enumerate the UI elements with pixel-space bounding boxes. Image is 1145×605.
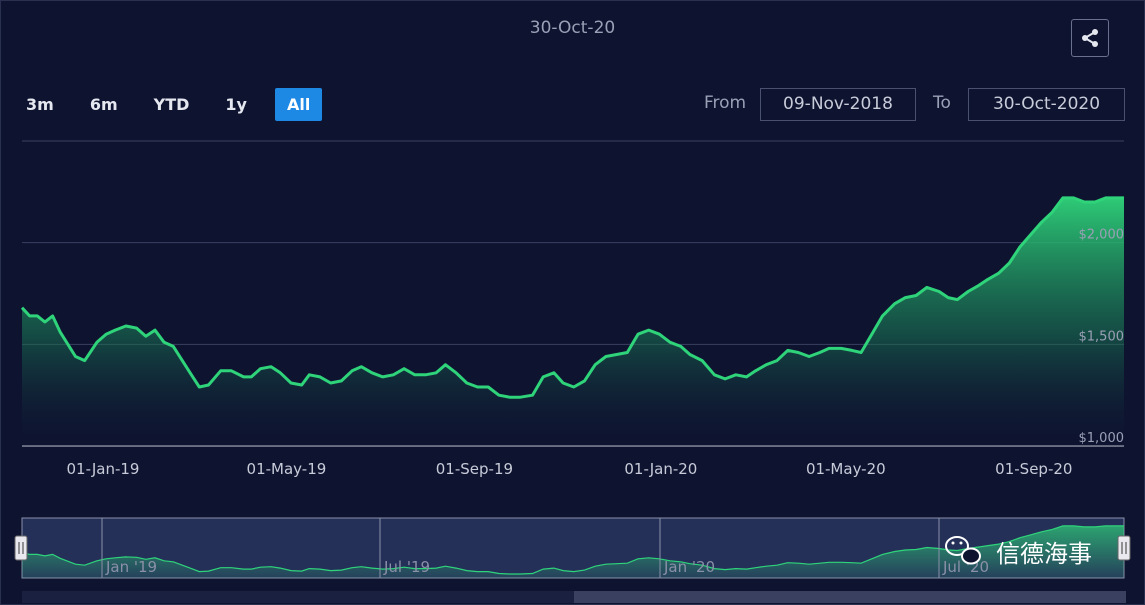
navigator-label: Jul '19 [383,558,430,576]
watermark: 信德海事 [945,536,1092,568]
navigator-line [21,525,1124,575]
navigator[interactable]: Jan '19 Jul '19 Jan '20 Jul '20 [14,517,1131,579]
y-tick-label: $2,000 [1079,228,1125,243]
navigator-area [22,525,1124,578]
navigator-label: Jan '20 [663,558,715,576]
range-button-1y[interactable]: 1y [225,95,247,114]
watermark-text: 信德海事 [996,540,1092,568]
series-line [20,196,1124,399]
from-date-input[interactable]: 09-Nov-2018 [760,88,916,121]
range-button-6m[interactable]: 6m [89,95,118,114]
area-fill [22,197,1124,446]
x-tick-label: 01-Jan-20 [624,460,697,478]
range-button-3m[interactable]: 3m [26,95,54,114]
scrollbar-track[interactable] [22,591,574,603]
x-tick-label: 01-Sep-19 [436,460,513,478]
y-axis-labels: $1,000 $1,500 $2,000 [1079,228,1125,446]
range-button-all[interactable]: All [274,88,323,121]
navigator-label: Jan '19 [105,558,157,576]
to-date-input[interactable]: 30-Oct-2020 [968,88,1125,121]
range-button-ytd[interactable]: YTD [153,95,190,114]
navigator-handle-right[interactable] [1117,535,1131,561]
x-tick-label: 01-May-19 [247,460,327,478]
share-button[interactable] [1071,19,1109,57]
share-icon [1082,29,1098,47]
from-label: From [704,93,747,113]
navigator-grid [101,518,940,578]
x-tick-label: 01-May-20 [806,460,886,478]
current-date-title: 30-Oct-20 [529,18,616,38]
x-tick-label: 01-Jan-19 [67,460,140,478]
navigator-handle-left[interactable] [14,535,28,561]
to-label: To [933,93,951,113]
scrollbar-thumb[interactable] [574,591,1126,603]
wechat-icon [945,536,981,565]
y-tick-label: $1,000 [1079,431,1125,446]
x-tick-label: 01-Sep-20 [995,460,1072,478]
range-selector: 3m 6m YTD 1y All [18,88,342,121]
x-axis-labels: 01-Jan-19 01-May-19 01-Sep-19 01-Jan-20 01-M… [67,460,1073,478]
y-tick-label: $1,500 [1079,329,1125,344]
